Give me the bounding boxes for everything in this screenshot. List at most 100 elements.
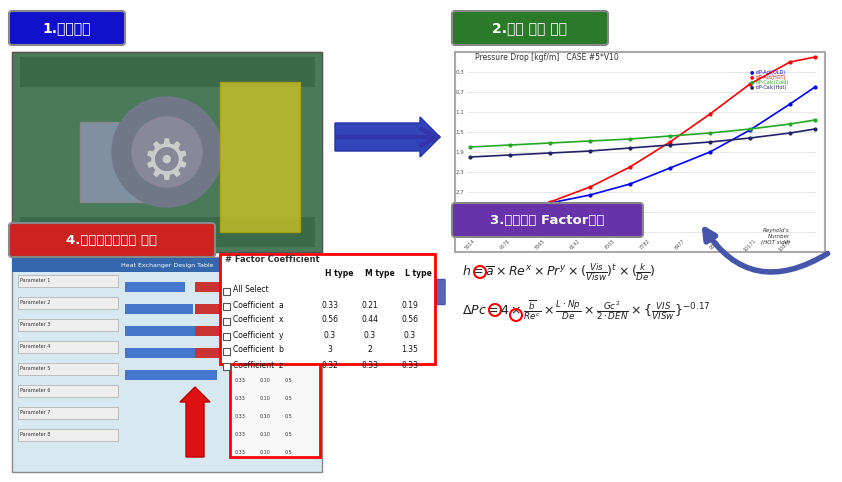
Text: Coefficient  x: Coefficient x: [233, 316, 284, 324]
Bar: [125, 348, 209, 358]
Text: 2.실험 결과 도출: 2.실험 결과 도출: [493, 21, 568, 35]
Text: 0.3: 0.3: [456, 69, 464, 75]
Text: 7005: 7005: [604, 238, 616, 250]
Bar: [18, 407, 118, 419]
Bar: [223, 288, 230, 295]
FancyBboxPatch shape: [220, 254, 435, 364]
Text: 0.33: 0.33: [235, 396, 246, 401]
Text: 0.3: 0.3: [364, 331, 376, 339]
FancyArrow shape: [335, 117, 440, 157]
Bar: [125, 370, 217, 380]
Text: 0.44: 0.44: [361, 316, 379, 324]
Text: 0.33: 0.33: [235, 360, 246, 364]
Bar: [195, 348, 263, 358]
Text: Pressure Drop [kgf/m]   CASE #5*V10: Pressure Drop [kgf/m] CASE #5*V10: [475, 53, 619, 62]
Text: H type: H type: [325, 269, 354, 278]
Text: Coefficient  b: Coefficient b: [233, 346, 284, 354]
Text: 1.성능실험: 1.성능실험: [43, 21, 91, 35]
Text: ● dP-Act(HOT): ● dP-Act(HOT): [750, 75, 786, 80]
Bar: [18, 429, 118, 441]
Bar: [18, 341, 118, 353]
Text: 0.3: 0.3: [324, 331, 336, 339]
Bar: [195, 304, 251, 314]
Text: Coefficient  z: Coefficient z: [233, 361, 283, 370]
Text: $\Delta Pc = 4 \times \frac{\overline{b}}{Re^c} \times \frac{L \cdot Np}{De} \ti: $\Delta Pc = 4 \times \frac{\overline{b}…: [462, 298, 711, 322]
Text: ⚙: ⚙: [142, 137, 192, 191]
FancyBboxPatch shape: [452, 11, 608, 45]
Text: 4.설계프로그램에 반영: 4.설계프로그램에 반영: [67, 233, 157, 246]
Text: 0.33: 0.33: [235, 414, 246, 418]
Text: 3.1: 3.1: [456, 210, 464, 214]
Text: 0.10: 0.10: [260, 377, 271, 383]
Text: 0.21: 0.21: [361, 300, 378, 309]
FancyBboxPatch shape: [9, 11, 125, 45]
Text: 0.10: 0.10: [260, 360, 271, 364]
Text: 0.5: 0.5: [285, 360, 293, 364]
Text: # Factor Coefficient: # Factor Coefficient: [225, 255, 320, 264]
Bar: [223, 333, 230, 340]
Text: Parameter 5: Parameter 5: [20, 366, 51, 372]
Text: Parameter 8: Parameter 8: [20, 432, 51, 438]
Text: 0.19: 0.19: [402, 300, 418, 309]
Bar: [223, 303, 230, 310]
FancyBboxPatch shape: [455, 52, 825, 252]
FancyArrowPatch shape: [705, 229, 828, 272]
Text: 3.5: 3.5: [456, 229, 464, 235]
Text: 0.7: 0.7: [456, 90, 464, 94]
Text: 6142: 6142: [569, 238, 581, 250]
Text: Parameter 6: Parameter 6: [20, 388, 51, 393]
Text: 0.33: 0.33: [235, 431, 246, 437]
Text: 10171: 10171: [743, 238, 757, 253]
Bar: [12, 52, 322, 252]
Text: 0.10: 0.10: [260, 431, 271, 437]
Text: All Select: All Select: [233, 285, 269, 295]
Text: 1.9: 1.9: [456, 149, 464, 155]
Bar: [195, 282, 245, 292]
Text: 🏭: 🏭: [142, 111, 192, 192]
Bar: [230, 337, 320, 457]
Bar: [125, 304, 193, 314]
Text: 0.10: 0.10: [260, 396, 271, 401]
Text: 3.설계식의 Factor산출: 3.설계식의 Factor산출: [490, 214, 605, 227]
FancyBboxPatch shape: [12, 52, 322, 252]
Text: 7782: 7782: [639, 238, 651, 250]
Bar: [80, 122, 180, 202]
Text: 0.33: 0.33: [235, 377, 246, 383]
Text: 5614: 5614: [464, 238, 477, 250]
Text: 1.1: 1.1: [456, 109, 464, 115]
Text: Reynold's
Number
(HOT side): Reynold's Number (HOT side): [761, 228, 790, 245]
Text: 0.10: 0.10: [260, 450, 271, 455]
Text: 0.5: 0.5: [285, 396, 293, 401]
Circle shape: [112, 97, 222, 207]
Text: 0.32: 0.32: [322, 361, 338, 370]
Text: 3: 3: [328, 346, 333, 354]
Text: 8477: 8477: [674, 238, 686, 250]
FancyArrow shape: [345, 273, 445, 311]
Text: 0.5: 0.5: [285, 431, 293, 437]
Bar: [18, 275, 118, 287]
Text: 5565: 5565: [534, 238, 546, 250]
Bar: [220, 82, 300, 232]
Text: 2: 2: [368, 346, 372, 354]
Text: 1.35: 1.35: [402, 346, 418, 354]
Text: 1.5: 1.5: [456, 130, 464, 134]
Bar: [223, 348, 230, 355]
Bar: [195, 326, 257, 336]
Bar: [125, 326, 201, 336]
Text: 0.33: 0.33: [235, 450, 246, 455]
Text: 10874: 10874: [778, 238, 792, 253]
Text: 0.3: 0.3: [404, 331, 416, 339]
Text: 4576: 4576: [498, 238, 511, 250]
Text: Parameter 4: Parameter 4: [20, 345, 51, 349]
FancyArrowPatch shape: [338, 129, 438, 146]
Text: Parameter 3: Parameter 3: [20, 322, 51, 327]
Bar: [20, 57, 315, 87]
FancyArrow shape: [180, 387, 210, 457]
Text: M type: M type: [365, 269, 395, 278]
Text: Heat Exchanger Design Table: Heat Exchanger Design Table: [120, 263, 213, 268]
Text: 2.3: 2.3: [456, 170, 464, 174]
Text: 0.5: 0.5: [285, 414, 293, 418]
Bar: [18, 297, 118, 309]
Bar: [18, 385, 118, 397]
Text: Parameter 7: Parameter 7: [20, 411, 51, 415]
